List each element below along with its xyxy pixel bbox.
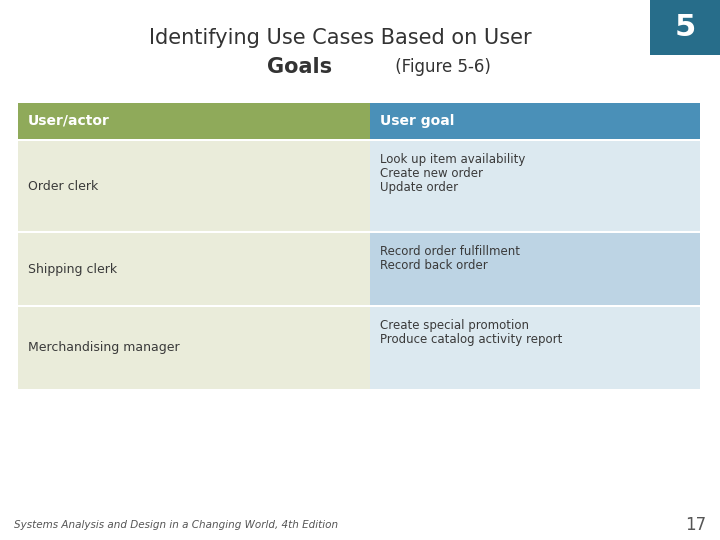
Bar bbox=[370, 141, 700, 231]
Text: Record back order: Record back order bbox=[380, 259, 487, 272]
Text: User goal: User goal bbox=[380, 114, 454, 128]
Bar bbox=[18, 307, 370, 389]
Text: Create special promotion: Create special promotion bbox=[380, 319, 529, 332]
Text: Produce catalog activity report: Produce catalog activity report bbox=[380, 333, 562, 346]
Bar bbox=[18, 233, 370, 305]
Text: Systems Analysis and Design in a Changing World, 4th Edition: Systems Analysis and Design in a Changin… bbox=[14, 520, 338, 530]
Text: Update order: Update order bbox=[380, 181, 458, 194]
Bar bbox=[18, 103, 370, 139]
Bar bbox=[650, 0, 720, 55]
Text: Shipping clerk: Shipping clerk bbox=[28, 262, 117, 275]
Text: Merchandising manager: Merchandising manager bbox=[28, 341, 179, 354]
Text: 5: 5 bbox=[675, 13, 696, 42]
Text: Goals: Goals bbox=[267, 57, 333, 77]
Text: Identifying Use Cases Based on User: Identifying Use Cases Based on User bbox=[149, 28, 531, 48]
Bar bbox=[18, 389, 700, 391]
Bar bbox=[18, 231, 700, 233]
Bar bbox=[370, 233, 700, 305]
Text: Record order fulfillment: Record order fulfillment bbox=[380, 245, 520, 258]
Bar bbox=[18, 139, 700, 141]
Text: Look up item availability: Look up item availability bbox=[380, 153, 526, 166]
Text: User/actor: User/actor bbox=[28, 114, 110, 128]
Text: Create new order: Create new order bbox=[380, 167, 483, 180]
Bar bbox=[370, 103, 700, 139]
Bar bbox=[370, 307, 700, 389]
Bar bbox=[18, 141, 370, 231]
Text: Order clerk: Order clerk bbox=[28, 179, 98, 192]
Text: 17: 17 bbox=[685, 516, 706, 534]
Bar bbox=[18, 305, 700, 307]
Text: (Figure 5-6): (Figure 5-6) bbox=[390, 58, 491, 76]
